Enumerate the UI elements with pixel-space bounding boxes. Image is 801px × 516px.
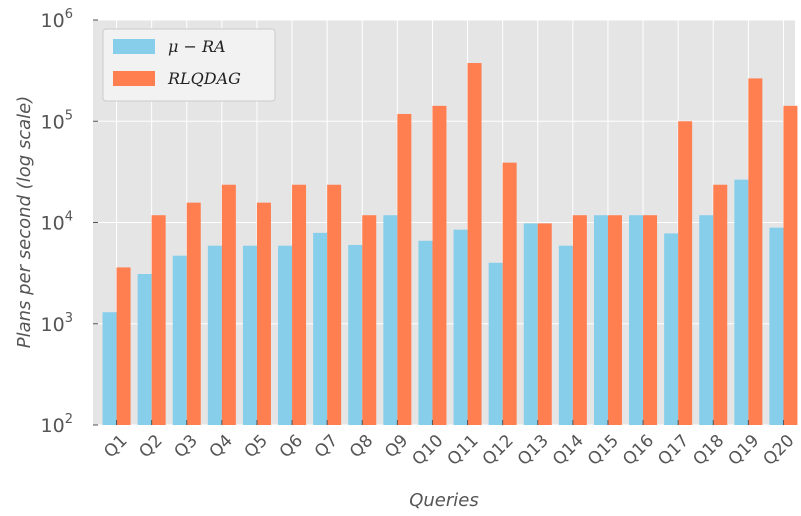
bar-mu-ra <box>102 312 117 425</box>
bar-mu-ra <box>629 215 644 425</box>
x-tick-label: Q5 <box>241 431 272 462</box>
x-tick-label: Q18 <box>689 431 728 470</box>
legend-swatch-mu-ra <box>113 39 155 54</box>
x-tick-label: Q4 <box>206 431 237 462</box>
x-tick-label: Q11 <box>444 431 483 470</box>
y-tick-exponent: 2 <box>65 412 73 427</box>
bar-rlqdag <box>186 202 201 425</box>
bar-rlqdag <box>748 78 763 425</box>
x-tick-label: Q17 <box>654 431 693 470</box>
bar-rlqdag <box>713 184 728 425</box>
legend-label-mu-ra: μ − RA <box>168 37 226 56</box>
bar-mu-ra <box>383 215 398 425</box>
y-axis-ticks: 102 103 104 105 106 <box>41 7 98 437</box>
x-tick-label: Q20 <box>760 431 799 470</box>
bar-mu-ra <box>418 240 433 425</box>
bar-mu-ra <box>278 245 293 425</box>
x-tick-label: Q7 <box>311 431 342 462</box>
y-tick-exponent: 3 <box>65 311 73 326</box>
bar-rlqdag <box>327 184 342 425</box>
bar-mu-ra <box>453 229 468 425</box>
x-tick-label: Q9 <box>381 431 412 462</box>
x-axis-label: Queries <box>409 490 479 511</box>
bar-rlqdag <box>643 215 658 425</box>
bar-mu-ra <box>348 244 363 425</box>
bar-mu-ra <box>488 262 503 425</box>
y-tick-exponent: 4 <box>65 210 73 225</box>
bar-mu-ra <box>769 227 784 425</box>
x-axis-ticks: Q1 Q2 Q3 Q4 Q5 Q6 Q7 Q8 Q9Q10Q11Q12Q13Q14Q15Q16Q… <box>100 420 798 470</box>
bar-rlqdag <box>292 184 307 425</box>
y-tick-label: 106 <box>41 7 73 32</box>
bar-mu-ra <box>593 215 608 425</box>
y-tick-label: 103 <box>41 311 73 336</box>
y-tick-label: 105 <box>41 108 73 133</box>
y-tick-label: 102 <box>41 412 73 437</box>
bar-rlqdag <box>502 162 517 425</box>
x-tick-label: Q16 <box>619 431 658 470</box>
x-tick-label: Q14 <box>549 431 588 470</box>
bar-mu-ra <box>137 273 152 425</box>
bar-rlqdag <box>116 267 131 425</box>
x-tick-label: Q12 <box>479 431 518 470</box>
legend: μ − RA RLQDAG <box>102 28 276 102</box>
bar-mu-ra <box>558 245 573 425</box>
bar-rlqdag <box>397 113 412 425</box>
x-tick-label: Q1 <box>100 431 131 462</box>
bar-rlqdag <box>432 105 447 425</box>
x-tick-label: Q10 <box>409 431 448 470</box>
legend-swatch-rlqdag <box>113 71 155 86</box>
x-tick-label: Q3 <box>171 431 202 462</box>
bar-rlqdag <box>607 215 622 425</box>
bar-rlqdag <box>783 105 798 425</box>
bars <box>102 63 798 425</box>
bar-rlqdag <box>256 202 271 425</box>
x-tick-label: Q13 <box>514 431 553 470</box>
bar-rlqdag <box>678 121 693 425</box>
bar-mu-ra <box>699 215 714 425</box>
bar-mu-ra <box>242 245 257 425</box>
y-axis-label: Plans per second (log scale) <box>14 96 35 349</box>
y-tick-exponent: 6 <box>65 7 73 22</box>
x-tick-label: Q8 <box>346 431 377 462</box>
bar-rlqdag <box>151 215 166 425</box>
bar-mu-ra <box>172 255 187 425</box>
bar-mu-ra <box>207 245 222 425</box>
bar-mu-ra <box>664 233 679 425</box>
bar-rlqdag <box>572 215 587 425</box>
bar-mu-ra <box>523 223 538 425</box>
bar-mu-ra <box>313 232 328 425</box>
y-tick-label: 104 <box>41 210 73 235</box>
bar-rlqdag <box>362 215 377 425</box>
bar-rlqdag <box>221 184 236 425</box>
legend-label-rlqdag: RLQDAG <box>167 69 241 88</box>
bar-rlqdag <box>537 223 552 425</box>
x-tick-label: Q19 <box>724 431 763 470</box>
x-tick-label: Q15 <box>584 431 623 470</box>
x-tick-label: Q2 <box>135 431 166 462</box>
bar-rlqdag <box>467 63 482 425</box>
x-tick-label: Q6 <box>276 431 307 462</box>
y-tick-exponent: 5 <box>65 108 73 123</box>
bar-mu-ra <box>734 179 749 425</box>
